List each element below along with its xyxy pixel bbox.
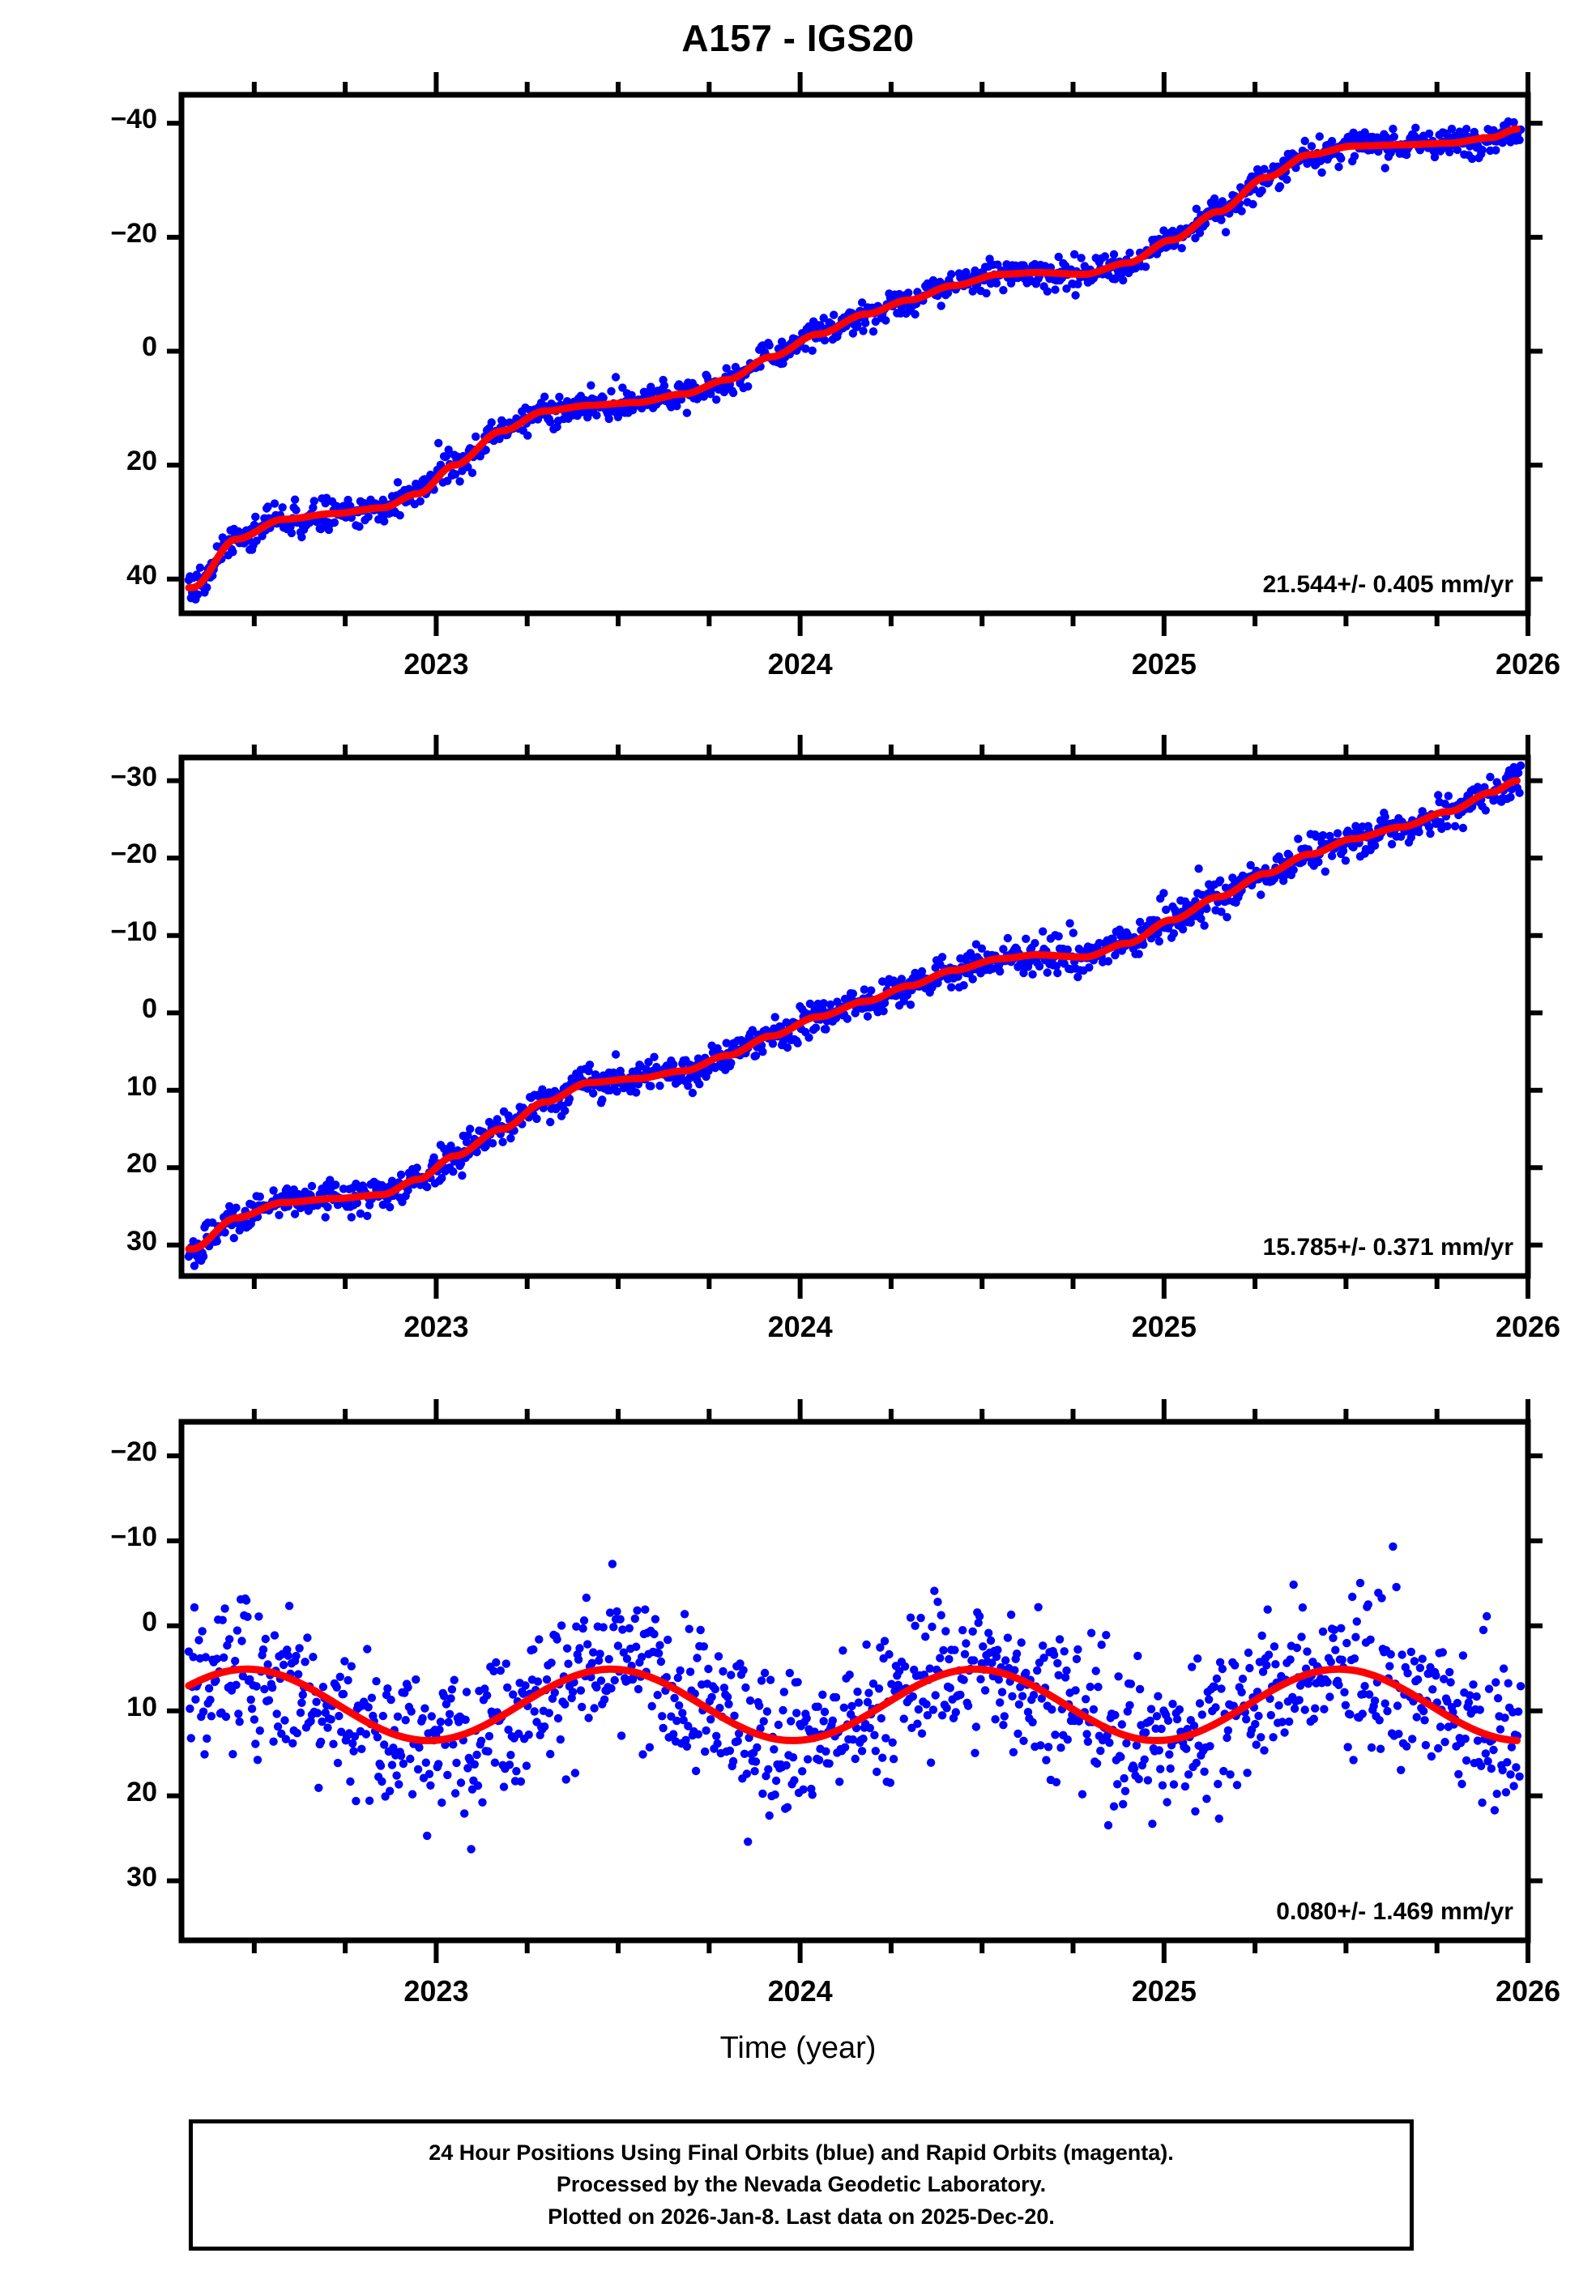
rate-annotation-up: 0.080+/- 1.469 mm/yr bbox=[1276, 1898, 1513, 1925]
scatter-series-up bbox=[184, 1542, 1526, 1854]
x-tick-label: 2024 bbox=[767, 647, 833, 681]
caption-line-2: Processed by the Nevada Geodetic Laborat… bbox=[556, 2172, 1047, 2197]
x-tick-label: 2026 bbox=[1495, 1974, 1561, 2008]
y-tick-label: 20 bbox=[126, 1148, 157, 1180]
y-tick-label: 30 bbox=[126, 1225, 157, 1257]
y-tick-label: 20 bbox=[126, 1776, 157, 1807]
y-tick-label: −20 bbox=[110, 1436, 157, 1467]
caption-line-1: 24 Hour Positions Using Final Orbits (bl… bbox=[429, 2140, 1174, 2166]
x-tick-label: 2026 bbox=[1495, 1310, 1561, 1343]
y-tick-label: −20 bbox=[110, 839, 157, 870]
y-tick-label: 10 bbox=[126, 1691, 157, 1722]
y-tick-label: 20 bbox=[126, 446, 157, 477]
caption-line-3: Plotted on 2026-Jan-8. Last data on 2025… bbox=[548, 2204, 1055, 2229]
x-tick-label: 2023 bbox=[403, 647, 469, 681]
trend-line-up bbox=[185, 1665, 1521, 1744]
x-tick-label: 2024 bbox=[767, 1974, 833, 2008]
rate-annotation-north: 15.785+/- 0.371 mm/yr bbox=[1262, 1234, 1513, 1261]
y-tick-label: 30 bbox=[126, 1861, 157, 1893]
x-tick-label: 2023 bbox=[403, 1974, 469, 2008]
y-tick-label: −20 bbox=[110, 217, 157, 249]
x-tick-label: 2025 bbox=[1131, 647, 1197, 681]
x-tick-label: 2024 bbox=[767, 1310, 833, 1343]
plot-frame bbox=[178, 1419, 1531, 1944]
x-tick-label: 2026 bbox=[1495, 647, 1561, 681]
x-axis-label: Time (year) bbox=[719, 2031, 877, 2065]
x-tick-label: 2023 bbox=[403, 1310, 469, 1343]
y-tick-label: 0 bbox=[142, 993, 157, 1025]
x-tick-label: 2025 bbox=[1131, 1974, 1197, 2008]
y-tick-label: −40 bbox=[110, 104, 157, 135]
y-tick-label: −30 bbox=[110, 761, 157, 792]
page-title: A157 - IGS20 bbox=[681, 17, 915, 59]
x-tick-label: 2025 bbox=[1131, 1310, 1197, 1343]
rate-annotation-east: 21.544+/- 0.405 mm/yr bbox=[1262, 571, 1513, 598]
y-tick-label: 40 bbox=[126, 559, 157, 591]
y-tick-label: 0 bbox=[142, 1606, 157, 1637]
y-tick-label: 0 bbox=[142, 331, 157, 363]
y-tick-label: −10 bbox=[110, 1521, 157, 1552]
y-tick-label: −10 bbox=[110, 915, 157, 947]
figure-caption-box: 24 Hour Positions Using Final Orbits (bl… bbox=[189, 2119, 1414, 2251]
y-tick-label: 10 bbox=[126, 1070, 157, 1102]
